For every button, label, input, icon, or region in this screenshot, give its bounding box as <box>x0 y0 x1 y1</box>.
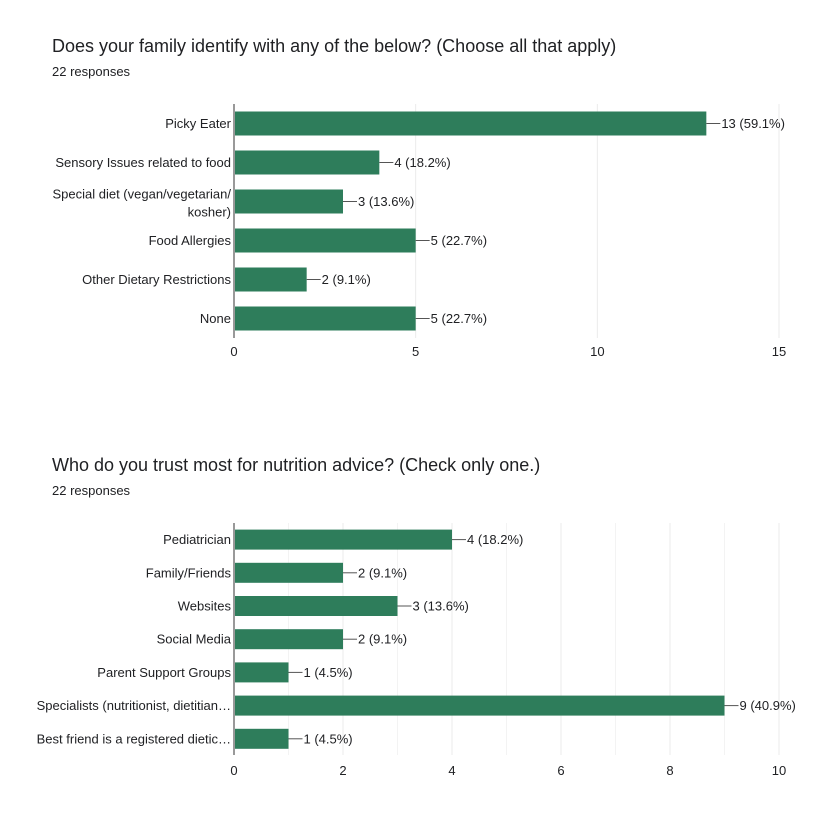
data-label: 4 (18.2%) <box>467 532 523 547</box>
category-label: Family/Friends <box>146 565 232 580</box>
data-label: 5 (22.7%) <box>431 233 487 248</box>
bar <box>235 189 343 214</box>
x-tick-label: 15 <box>772 344 786 359</box>
x-tick-label: 4 <box>448 763 455 778</box>
bar <box>235 728 289 749</box>
chart-1-response-count: 22 responses <box>52 64 131 79</box>
category-label: Pediatrician <box>163 532 231 547</box>
data-label: 4 (18.2%) <box>394 155 450 170</box>
data-label: 9 (40.9%) <box>740 698 796 713</box>
bar <box>235 695 725 716</box>
category-label: Other Dietary Restrictions <box>82 272 231 287</box>
category-label: None <box>200 311 231 326</box>
bar <box>235 150 380 175</box>
chart-1-title: Does your family identify with any of th… <box>52 36 617 56</box>
bar <box>235 306 416 331</box>
data-label: 2 (9.1%) <box>358 632 407 647</box>
bar <box>235 596 398 616</box>
category-label: Specialists (nutritionist, dietitian… <box>37 698 231 713</box>
bar <box>235 662 289 683</box>
x-tick-label: 10 <box>772 763 786 778</box>
data-label: 3 (13.6%) <box>413 599 469 614</box>
bar <box>235 267 307 292</box>
x-tick-label: 10 <box>590 344 604 359</box>
bar <box>235 111 707 136</box>
category-label: Special diet (vegan/vegetarian/kosher) <box>52 187 231 220</box>
bar <box>235 529 452 550</box>
chart-2-title: Who do you trust most for nutrition advi… <box>52 455 541 475</box>
bar <box>235 562 343 583</box>
bar <box>235 629 343 650</box>
data-label: 1 (4.5%) <box>304 731 353 746</box>
category-label: Best friend is a registered dietic… <box>37 731 231 746</box>
x-tick-label: 0 <box>230 763 237 778</box>
data-label: 1 (4.5%) <box>304 665 353 680</box>
x-tick-label: 0 <box>230 344 237 359</box>
bar <box>235 228 416 253</box>
data-label: 5 (22.7%) <box>431 311 487 326</box>
x-tick-label: 6 <box>557 763 564 778</box>
chart-2-response-count: 22 responses <box>52 483 131 498</box>
x-tick-label: 8 <box>666 763 673 778</box>
data-label: 2 (9.1%) <box>358 565 407 580</box>
category-label: Parent Support Groups <box>97 665 231 680</box>
category-label: Food Allergies <box>149 233 232 248</box>
category-label: Sensory Issues related to food <box>55 155 231 170</box>
data-label: 13 (59.1%) <box>721 116 785 131</box>
data-label: 2 (9.1%) <box>322 272 371 287</box>
category-label: Websites <box>178 599 232 614</box>
category-label: Social Media <box>157 632 232 647</box>
chart-2-svg: 0 2 4 6 8 10 4 (18.2%) Pediatrician 2 (9.1%) Fami… <box>37 523 796 778</box>
chart-1-svg: 0 5 10 15 13 (59.1%) Picky Eater 4 (18.2%) Sens… <box>52 104 786 359</box>
x-tick-label: 2 <box>339 763 346 778</box>
data-label: 3 (13.6%) <box>358 194 414 209</box>
x-tick-label: 5 <box>412 344 419 359</box>
category-label: Picky Eater <box>165 116 231 131</box>
